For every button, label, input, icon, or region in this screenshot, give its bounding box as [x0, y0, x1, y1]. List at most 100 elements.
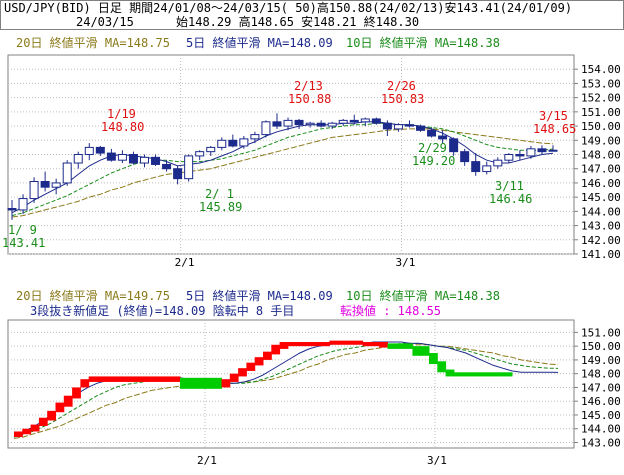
brick-up	[14, 431, 23, 437]
candle-body-up	[51, 182, 61, 188]
candle-body-down	[382, 122, 392, 130]
candle	[250, 131, 260, 144]
brick-up	[47, 410, 56, 421]
candle-body-up	[139, 156, 149, 164]
annotation-date: 2/29	[418, 141, 447, 155]
candle	[316, 120, 326, 128]
candle	[195, 150, 205, 161]
candle-body-down	[106, 152, 116, 161]
annotation-value: 146.46	[489, 192, 532, 206]
bottom-legend-ma5: 5日 終値平滑 MA=148.09	[186, 288, 333, 303]
candle	[382, 120, 392, 137]
candle-body-down	[162, 163, 172, 170]
candle-body-down	[173, 168, 183, 180]
candle	[184, 154, 194, 182]
brick-down	[503, 372, 513, 377]
candle	[471, 153, 481, 176]
candle-body-down	[404, 124, 414, 127]
top-y-tick-label: 154.00	[581, 63, 621, 76]
top-ma10-line	[11, 122, 554, 217]
brick-up	[130, 376, 139, 382]
candle-body-down	[40, 181, 50, 188]
brick-up	[155, 376, 164, 382]
top-x-tick-label: 3/1	[395, 256, 415, 269]
candle-body-up	[117, 154, 127, 161]
bottom-y-tick-label: 146.00	[581, 395, 621, 408]
candle-body-up	[360, 118, 370, 123]
candle-body-up	[29, 181, 39, 200]
annotation-date: 2/13	[294, 79, 323, 93]
brick-up	[113, 376, 123, 382]
candle	[228, 134, 238, 148]
candle-body-down	[7, 208, 17, 211]
top-y-tick-label: 147.00	[581, 163, 621, 176]
candle-body-up	[283, 119, 293, 127]
bottom-y-tick-label: 144.00	[581, 423, 621, 436]
header-ohlc: 始148.29 高148.65 安148.21 終148.30	[176, 15, 420, 29]
bottom-chart-y-axis: 151.00150.00149.00148.00147.00146.00145.…	[574, 326, 621, 449]
brick-down	[487, 372, 496, 377]
candle	[106, 148, 116, 162]
annotation-value: 148.65	[533, 122, 576, 136]
brick-up	[329, 340, 339, 345]
candle	[261, 120, 271, 138]
candle-body-up	[548, 149, 558, 152]
top-y-tick-label: 146.00	[581, 177, 621, 190]
candle-body-up	[327, 122, 337, 127]
bottom-ma20-line	[13, 344, 559, 439]
candle-body-up	[338, 119, 348, 124]
bottom-chart-grid	[8, 320, 574, 448]
bottom-y-tick-label: 147.00	[581, 381, 621, 394]
candle	[493, 157, 503, 169]
candle	[73, 151, 83, 169]
brick-down	[213, 377, 222, 389]
bottom-legend-ma20: 20日 終値平滑 MA=149.75	[16, 288, 170, 303]
candle	[95, 145, 105, 156]
candle	[51, 178, 61, 195]
candle	[404, 120, 414, 128]
top-ma5-line	[11, 121, 554, 214]
candle	[294, 118, 304, 129]
candle-body-up	[305, 122, 315, 126]
annotation-value: 148.80	[101, 120, 144, 134]
candle	[537, 145, 547, 155]
brick-up	[321, 342, 330, 347]
candle-body-up	[62, 162, 72, 184]
top-y-tick-label: 153.00	[581, 77, 621, 90]
top-y-tick-label: 142.00	[581, 234, 621, 247]
top-chart-grid	[8, 55, 574, 255]
candle-body-up	[18, 198, 28, 211]
bottom-chart-x-axis: 2/1 3/1	[197, 454, 447, 467]
brick-up	[55, 402, 65, 413]
annotation-value: 149.20	[412, 154, 455, 168]
bottom-x-tick-label: 2/1	[197, 454, 217, 467]
candle	[18, 194, 28, 215]
brick-down	[453, 372, 463, 377]
bottom-legend-ma10: 10日 終値平滑 MA=148.38	[346, 288, 500, 303]
top-y-tick-label: 144.00	[581, 205, 621, 218]
top-legend-ma20: 20日 終値平滑 MA=148.75	[16, 35, 170, 50]
top-y-tick-label: 148.00	[581, 149, 621, 162]
candle-body-down	[316, 122, 326, 127]
brick-down	[404, 343, 413, 349]
brick-up	[287, 342, 297, 347]
brick-up	[346, 340, 355, 345]
candle	[438, 130, 448, 144]
bottom-y-tick-label: 149.00	[581, 354, 621, 367]
brick-up	[121, 376, 131, 382]
top-legend-ma10: 10日 終値平滑 MA=148.38	[346, 35, 500, 50]
candle	[349, 114, 359, 125]
candle	[7, 199, 17, 220]
candle-body-up	[526, 148, 536, 157]
candle	[162, 160, 172, 172]
candle-body-up	[493, 159, 503, 167]
top-y-tick-label: 141.00	[581, 248, 621, 261]
bottom-chart-bricks	[14, 340, 513, 437]
brick-up	[146, 376, 156, 382]
brick-up	[296, 342, 305, 347]
candle-body-up	[217, 139, 227, 148]
candle	[128, 151, 138, 165]
header-date: 24/03/15	[76, 15, 134, 29]
candle-body-up	[482, 165, 492, 173]
